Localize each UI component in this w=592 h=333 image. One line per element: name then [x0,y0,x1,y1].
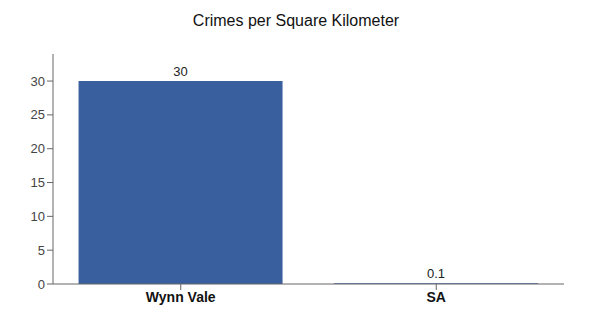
svg-text:15: 15 [31,175,45,190]
svg-text:25: 25 [31,107,45,122]
html-text:Crimes per Square Kilometer: Crimes per Square Kilometer [192,12,400,29]
svg-text:SA: SA [427,289,446,305]
svg-text:0.1: 0.1 [427,266,445,281]
svg-text:30: 30 [31,74,45,89]
svg-text:20: 20 [31,141,45,156]
svg-text:30: 30 [173,64,187,79]
svg-text:Wynn Vale: Wynn Vale [146,289,216,305]
svg-text:10: 10 [31,209,45,224]
svg-text:5: 5 [38,243,45,258]
svg-text:0: 0 [38,277,45,292]
